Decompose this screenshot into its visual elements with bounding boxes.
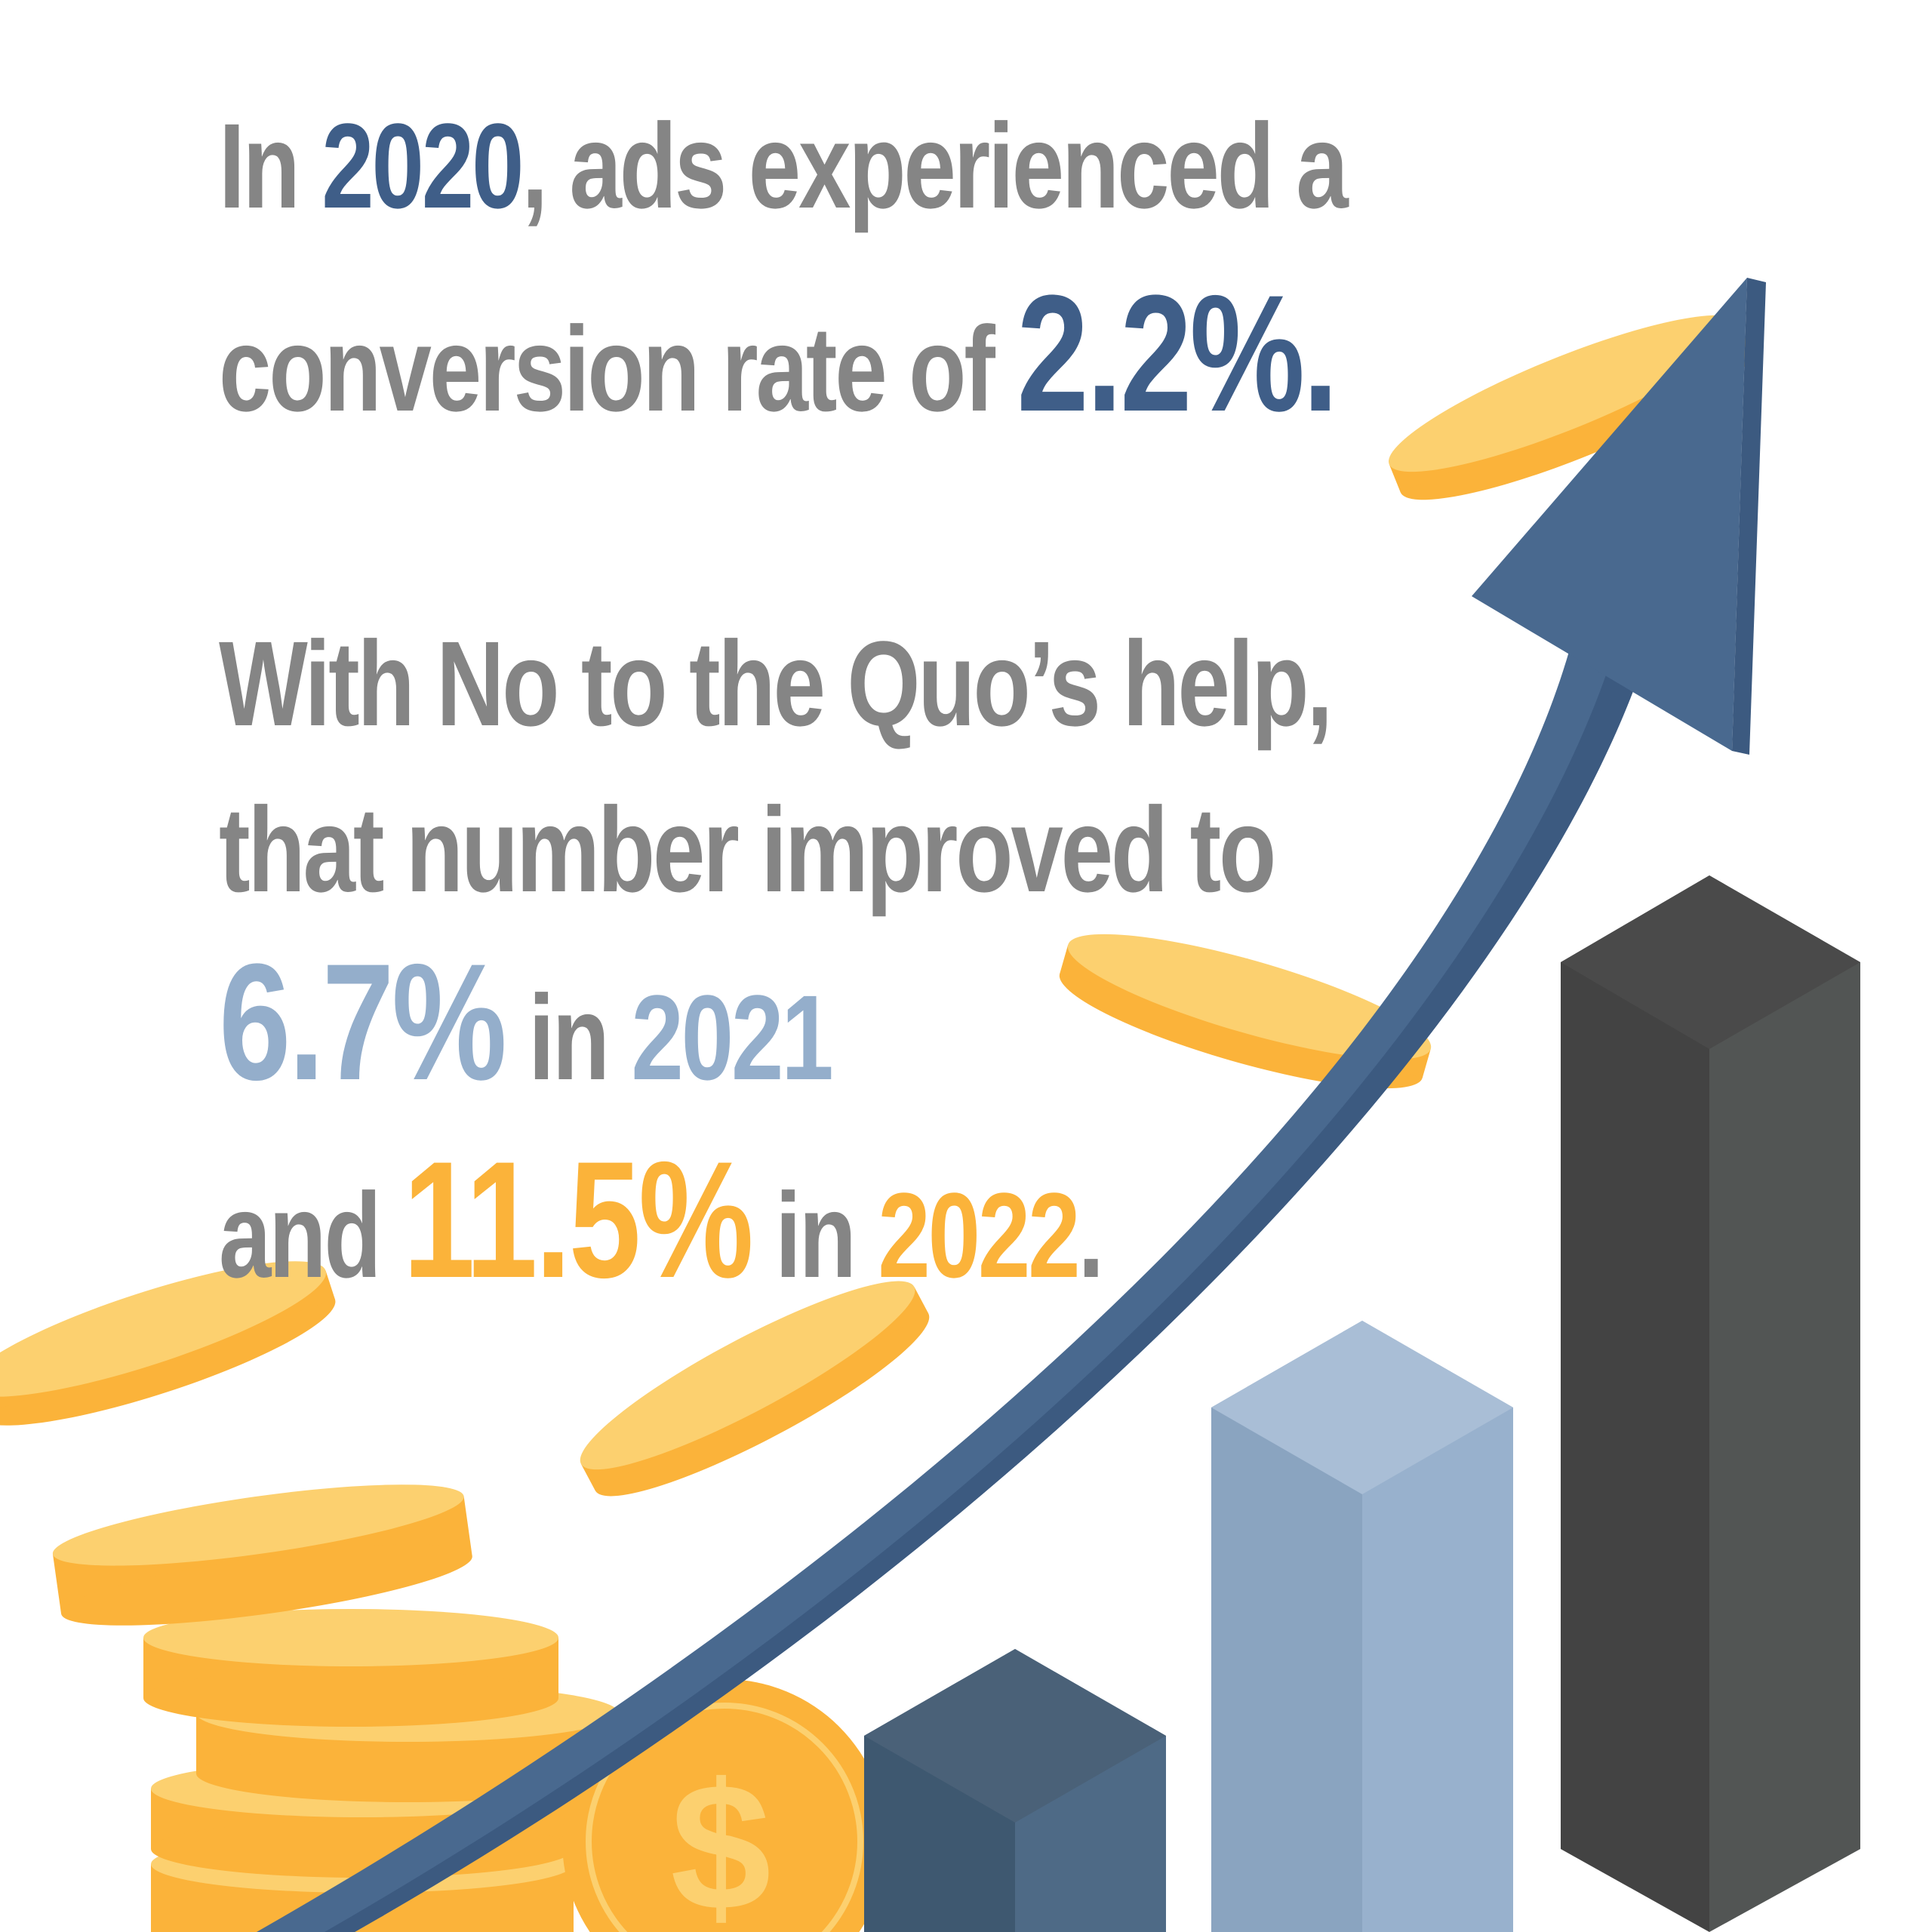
year-2022: 2022	[878, 1168, 1080, 1303]
headline-line-4: that number improved to	[219, 782, 1276, 917]
headline-line-2: conversion rate of 2.2%.	[219, 270, 1339, 436]
text-in: in	[504, 970, 632, 1105]
rate-2021: 6.7%	[219, 929, 507, 1115]
rate-2020: 2.2%	[1017, 260, 1305, 446]
year-2021: 2021	[631, 970, 833, 1105]
coin-icon	[1059, 934, 1432, 1089]
text-in: in	[751, 1168, 878, 1303]
period: .	[1078, 1168, 1104, 1303]
headline-line-6: and 11.5% in 2022.	[219, 1137, 1104, 1303]
text-in: In	[219, 98, 322, 233]
period: .	[1302, 260, 1339, 446]
bar-chart-icon	[864, 875, 1860, 1932]
growth-arrow-icon	[257, 278, 1766, 1932]
text-conversion-rate: conversion rate of	[219, 301, 1017, 436]
headline-line-3: With No to the Quo’s help,	[219, 616, 1333, 751]
rate-2022: 11.5%	[403, 1127, 754, 1312]
coin-icon	[580, 1281, 930, 1497]
coin-icon	[0, 1261, 336, 1426]
headline-line-1: In 2020, ads experienced a	[219, 106, 1349, 226]
text-ads-experienced: , ads experienced a	[521, 98, 1348, 233]
text-and: and	[219, 1168, 404, 1303]
year-2020: 2020	[321, 98, 524, 233]
headline-line-5: 6.7% in 2021	[219, 939, 1102, 1105]
headline-text: In 2020, ads experienced a conversion ra…	[219, 106, 1349, 1303]
dollar-symbol: $	[670, 1746, 771, 1932]
coin-stack	[52, 1484, 619, 1932]
